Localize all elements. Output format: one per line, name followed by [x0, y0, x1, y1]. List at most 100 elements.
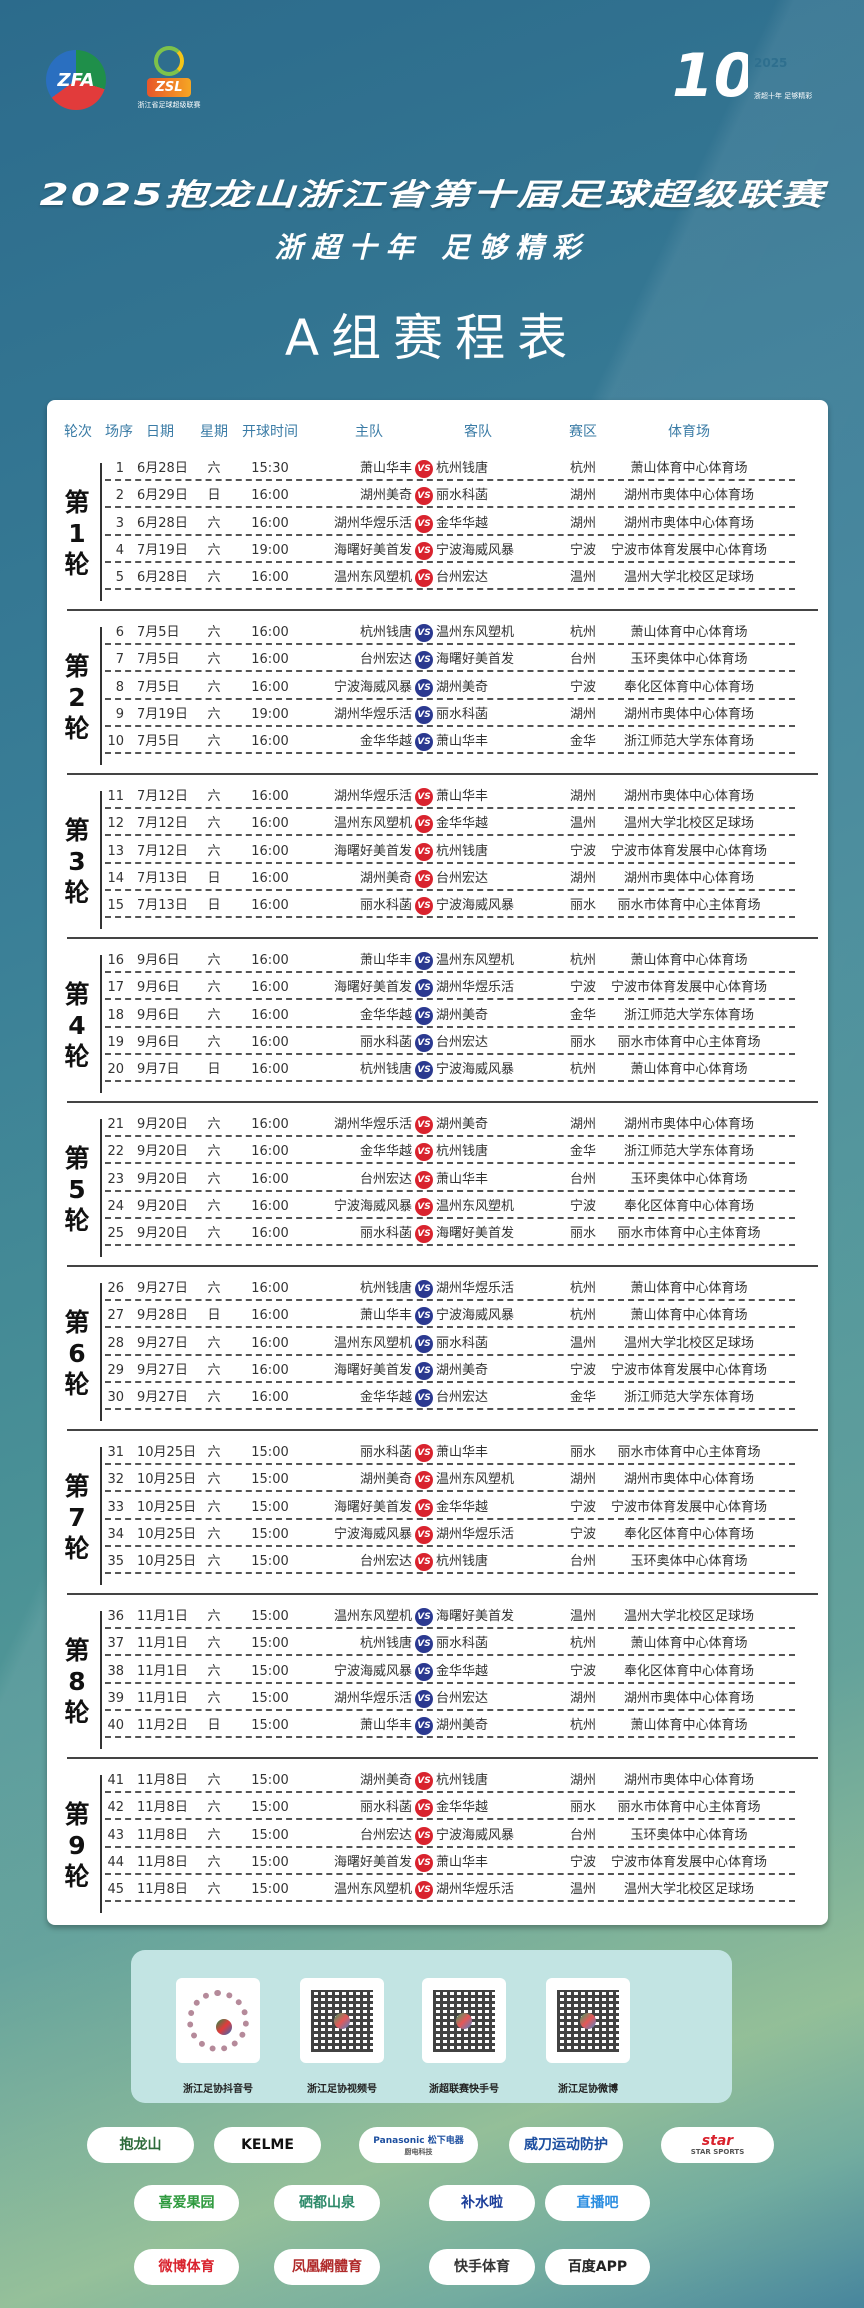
home-team: 台州宏达: [359, 1171, 412, 1187]
row-dashed-line: [105, 998, 795, 1001]
row-dashed-line: [105, 1216, 795, 1219]
home-team: 丽水科菡: [359, 1800, 412, 1816]
match-number: 37: [107, 1636, 124, 1652]
match-venue: 湖州市奥体中心体育场: [623, 789, 755, 804]
home-team: 台州宏达: [359, 1554, 412, 1570]
away-team: 湖州美奇: [436, 1362, 489, 1378]
qr-code-3[interactable]: [422, 1978, 506, 2063]
match-weekday: 六: [207, 542, 221, 558]
match-date: 9月6日: [137, 1034, 180, 1050]
sponsor-logo: 喜爱果园: [134, 2185, 239, 2221]
match-number: 2: [115, 488, 124, 504]
row-dashed-line: [105, 1189, 795, 1192]
column-header-match-no: 场序: [105, 424, 133, 440]
kickoff-time: 15:00: [251, 1445, 289, 1460]
sponsor-name: 微博体育: [158, 2259, 215, 2275]
qr-logo-icon: [580, 2012, 596, 2029]
kickoff-time: 16:00: [251, 870, 289, 886]
zfa-logo: ZFA: [46, 50, 106, 110]
home-team: 湖州华煜乐活: [333, 1690, 412, 1706]
qr-logo-icon: [334, 2012, 350, 2029]
match-date: 6月28日: [137, 515, 188, 531]
kickoff-time: 15:00: [251, 1526, 289, 1542]
match-weekday: 六: [207, 1690, 221, 1706]
match-date: 9月6日: [137, 980, 180, 996]
match-region: 台州: [569, 1827, 597, 1843]
match-region: 杭州: [569, 1718, 597, 1734]
vs-icon: VS: [415, 460, 433, 478]
home-team: 丽水科菡: [359, 898, 412, 914]
match-venue: 丽水市体育中心主体育场: [617, 1445, 761, 1460]
match-date: 11月1日: [137, 1663, 188, 1679]
qr-code-1[interactable]: [176, 1978, 260, 2063]
kickoff-time: 19:00: [251, 542, 289, 558]
zfa-logo-text: ZFA: [57, 69, 95, 91]
match-region: 宁波: [569, 1198, 597, 1214]
qr-code-2[interactable]: [300, 1978, 384, 2063]
home-team: 萧山华丰: [359, 1308, 412, 1324]
home-team: 丽水科菡: [359, 1445, 412, 1460]
kickoff-time: 16:00: [251, 488, 289, 504]
match-number: 43: [107, 1827, 124, 1843]
weibo-qr-icon: [557, 1989, 619, 2052]
kickoff-time: 15:00: [251, 1554, 289, 1570]
match-date: 9月28日: [137, 1308, 188, 1324]
away-team: 萧山华丰: [436, 1854, 489, 1870]
kickoff-time: 16:00: [251, 1171, 289, 1187]
away-team: 丽水科菡: [436, 488, 489, 504]
match-weekday: 六: [207, 1854, 221, 1870]
match-venue: 湖州市奥体中心体育场: [623, 1117, 755, 1132]
match-venue: 浙江师范大学东体育场: [623, 1007, 755, 1023]
qr-code-4[interactable]: [546, 1978, 630, 2063]
match-number: 26: [107, 1281, 124, 1296]
match-date: 11月1日: [137, 1609, 188, 1624]
vs-icon: VS: [415, 1635, 433, 1654]
match-number: 23: [107, 1171, 124, 1187]
round-label-char: 1: [68, 519, 86, 548]
kickoff-time: 16:00: [251, 1226, 289, 1242]
match-venue: 浙江师范大学东体育场: [623, 1144, 755, 1160]
match-date: 7月19日: [137, 542, 188, 558]
match-weekday: 六: [207, 1034, 221, 1050]
row-dashed-line: [105, 1135, 795, 1137]
round-label-char: 轮: [64, 878, 90, 907]
away-team: 海曙好美首发: [436, 652, 515, 668]
vs-icon: VS: [415, 1498, 433, 1517]
home-team: 金华华越: [359, 1144, 412, 1160]
vs-icon: VS: [415, 1116, 433, 1134]
match-date: 7月5日: [137, 679, 180, 695]
round-label-char: 4: [68, 1011, 86, 1040]
vs-icon: VS: [415, 1525, 433, 1544]
away-team: 台州宏达: [436, 1690, 489, 1706]
match-weekday: 六: [207, 625, 221, 640]
vs-icon: VS: [415, 815, 433, 834]
kickoff-time: 15:00: [251, 1800, 289, 1816]
kickoff-time: 16:00: [251, 1144, 289, 1160]
vs-icon: VS: [415, 1471, 433, 1490]
match-venue: 萧山体育中心体育场: [630, 461, 748, 476]
home-team: 温州东风塑机: [333, 1882, 412, 1898]
row-dashed-line: [105, 1025, 795, 1028]
match-weekday: 六: [207, 706, 221, 722]
sponsor-logo: 凤凰網體育: [274, 2249, 380, 2285]
vs-icon: VS: [415, 733, 433, 752]
match-date: 10月25日: [137, 1499, 197, 1515]
match-date: 9月20日: [137, 1171, 188, 1187]
douyin-qr-icon: [187, 1989, 249, 2052]
kickoff-time: 15:00: [251, 1636, 289, 1652]
match-region: 湖州: [569, 1773, 597, 1788]
match-number: 34: [107, 1526, 124, 1542]
home-team: 温州东风塑机: [333, 1609, 412, 1624]
match-number: 28: [107, 1335, 124, 1351]
zsl-badge: ZSL: [147, 78, 191, 97]
kickoff-time: 16:00: [251, 652, 289, 668]
match-venue: 萧山体育中心体育场: [630, 1718, 748, 1734]
match-venue: 丽水市体育中心主体育场: [617, 1034, 761, 1050]
match-venue: 宁波市体育发展中心体育场: [610, 843, 768, 859]
home-team: 湖州美奇: [359, 1472, 412, 1488]
match-venue: 奉化区体育中心体育场: [623, 679, 755, 695]
away-team: 萧山华丰: [436, 1445, 489, 1460]
match-region: 金华: [569, 1007, 597, 1023]
